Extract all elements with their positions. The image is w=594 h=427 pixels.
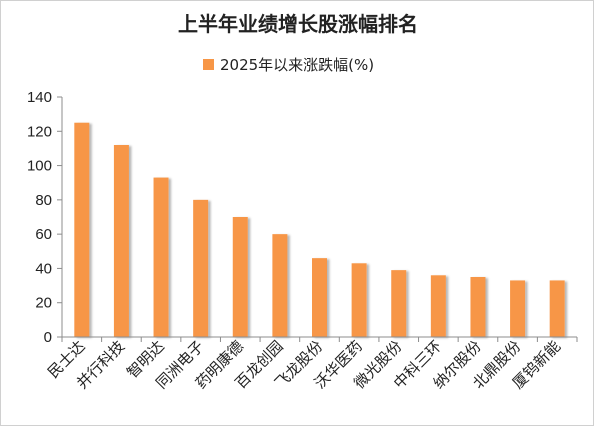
y-tick-label: 140 <box>27 89 52 106</box>
y-tick-label: 20 <box>35 295 52 312</box>
y-tick-label: 80 <box>35 192 52 209</box>
chart-legend: 2025年以来涨跌幅(%) <box>203 56 374 74</box>
y-tick-label: 100 <box>27 158 52 175</box>
y-tick-label: 60 <box>35 226 52 243</box>
bar <box>391 270 407 337</box>
bar <box>232 217 248 337</box>
bar <box>549 280 565 337</box>
bar <box>272 234 288 337</box>
bar <box>193 199 209 337</box>
y-tick-label: 40 <box>35 260 52 277</box>
bar <box>312 258 327 337</box>
bar <box>351 263 367 337</box>
bar <box>510 280 526 337</box>
legend-swatch <box>203 59 214 70</box>
bar <box>430 275 446 337</box>
legend-label: 2025年以来涨跌幅(%) <box>220 56 374 74</box>
bar <box>74 122 90 337</box>
bar <box>113 145 129 337</box>
bar <box>153 177 169 337</box>
plot-area: 020406080100120140民士达并行科技智明达同洲电子药明康德百龙创园… <box>27 89 578 392</box>
bar <box>470 277 486 337</box>
y-tick-label: 0 <box>44 329 52 346</box>
y-tick-label: 120 <box>27 123 52 140</box>
chart-title: 上半年业绩增长股涨幅排名 <box>178 12 418 36</box>
